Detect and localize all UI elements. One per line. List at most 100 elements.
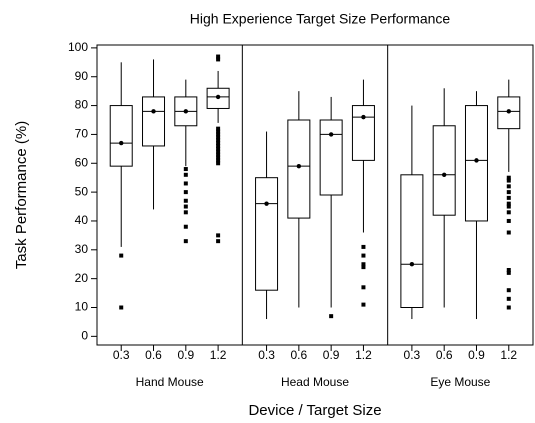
outlier (216, 158, 221, 163)
median-dot (409, 262, 415, 267)
x-tick-label: 0.3 (404, 348, 421, 362)
median-dot (474, 158, 479, 163)
outlier (216, 57, 221, 62)
outlier (506, 305, 511, 310)
outlier (183, 167, 188, 172)
outlier (506, 270, 511, 275)
outlier (361, 265, 366, 270)
outlier (361, 244, 366, 249)
outlier (216, 155, 221, 160)
group-label: Head Mouse (281, 375, 349, 389)
outlier (216, 132, 221, 137)
box (142, 96, 166, 147)
outlier (506, 288, 511, 293)
x-tick-label: 0.6 (291, 348, 308, 362)
outlier (361, 262, 366, 267)
box (464, 105, 488, 222)
outlier (506, 175, 511, 180)
x-tick-label: 0.3 (113, 348, 130, 362)
outlier (506, 230, 511, 235)
y-tick-label: 50 (75, 184, 89, 198)
outlier (506, 184, 511, 189)
outlier (506, 268, 511, 272)
outlier (183, 190, 188, 195)
box (432, 125, 456, 216)
outlier (216, 141, 221, 146)
x-tick-label: 1.2 (500, 348, 517, 362)
x-tick-label: 0.9 (323, 348, 340, 362)
outlier (329, 314, 334, 319)
outlier (216, 54, 221, 59)
x-tick-label: 0.3 (258, 348, 275, 362)
y-tick-label: 70 (75, 127, 89, 141)
outlier (183, 172, 188, 177)
outlier (216, 239, 221, 244)
x-tick-label: 1.2 (210, 348, 227, 362)
median-dot (361, 114, 366, 120)
outlier (216, 146, 221, 151)
median-dot (441, 172, 447, 178)
outlier (183, 210, 188, 215)
box (400, 174, 424, 308)
median-dot (215, 94, 221, 100)
outlier (361, 285, 366, 290)
x-tick-label: 0.9 (468, 348, 485, 362)
box (255, 177, 279, 291)
outlier (216, 161, 221, 166)
y-tick-label: 0 (81, 329, 88, 343)
median-dot (264, 201, 269, 206)
outlier (216, 138, 221, 143)
x-tick-label: 1.2 (355, 348, 372, 362)
outlier (183, 181, 188, 186)
outlier (216, 129, 221, 134)
box (109, 105, 133, 167)
group-label: Eye Mouse (430, 375, 490, 389)
y-tick-label: 90 (75, 69, 89, 83)
median-dot (119, 140, 124, 146)
x-axis-label: Device / Target Size (248, 402, 381, 419)
outlier (506, 195, 511, 200)
x-tick-label: 0.6 (436, 348, 453, 362)
x-tick-label: 0.6 (145, 348, 162, 362)
outlier (506, 178, 511, 183)
chart-title: High Experience Target Size Performance (190, 11, 451, 27)
median-dot (328, 132, 334, 137)
y-tick-label: 10 (75, 300, 89, 314)
box (351, 105, 375, 161)
outlier (119, 253, 124, 258)
outlier (506, 190, 511, 195)
outlier (216, 126, 221, 131)
outlier (216, 149, 221, 154)
outlier (506, 296, 511, 301)
box (287, 119, 311, 219)
group-label: Hand Mouse (136, 375, 204, 389)
outlier (119, 305, 124, 310)
outlier (216, 233, 221, 238)
plot-frame (96, 44, 534, 346)
box (319, 119, 343, 196)
outlier (361, 302, 366, 307)
median-dot (183, 109, 189, 114)
x-tick-label: 0.9 (177, 348, 194, 362)
outlier (506, 201, 511, 206)
y-tick-label: 80 (75, 98, 89, 112)
y-tick-label: 40 (75, 213, 89, 227)
median-dot (151, 109, 156, 114)
outlier (506, 204, 511, 209)
outlier (506, 218, 511, 223)
outlier (506, 210, 511, 215)
outlier (216, 143, 221, 148)
y-tick-label: 100 (68, 40, 88, 54)
outlier (183, 204, 188, 209)
outlier (183, 198, 188, 203)
outlier (183, 224, 188, 229)
y-tick-label: 20 (75, 271, 89, 285)
outlier (361, 253, 366, 258)
median-dot (506, 109, 511, 114)
median-dot (296, 163, 302, 169)
outlier (216, 152, 221, 157)
y-tick-label: 60 (75, 155, 89, 169)
y-axis-label: Task Performance (%) (13, 121, 30, 269)
y-tick-label: 30 (75, 242, 89, 256)
